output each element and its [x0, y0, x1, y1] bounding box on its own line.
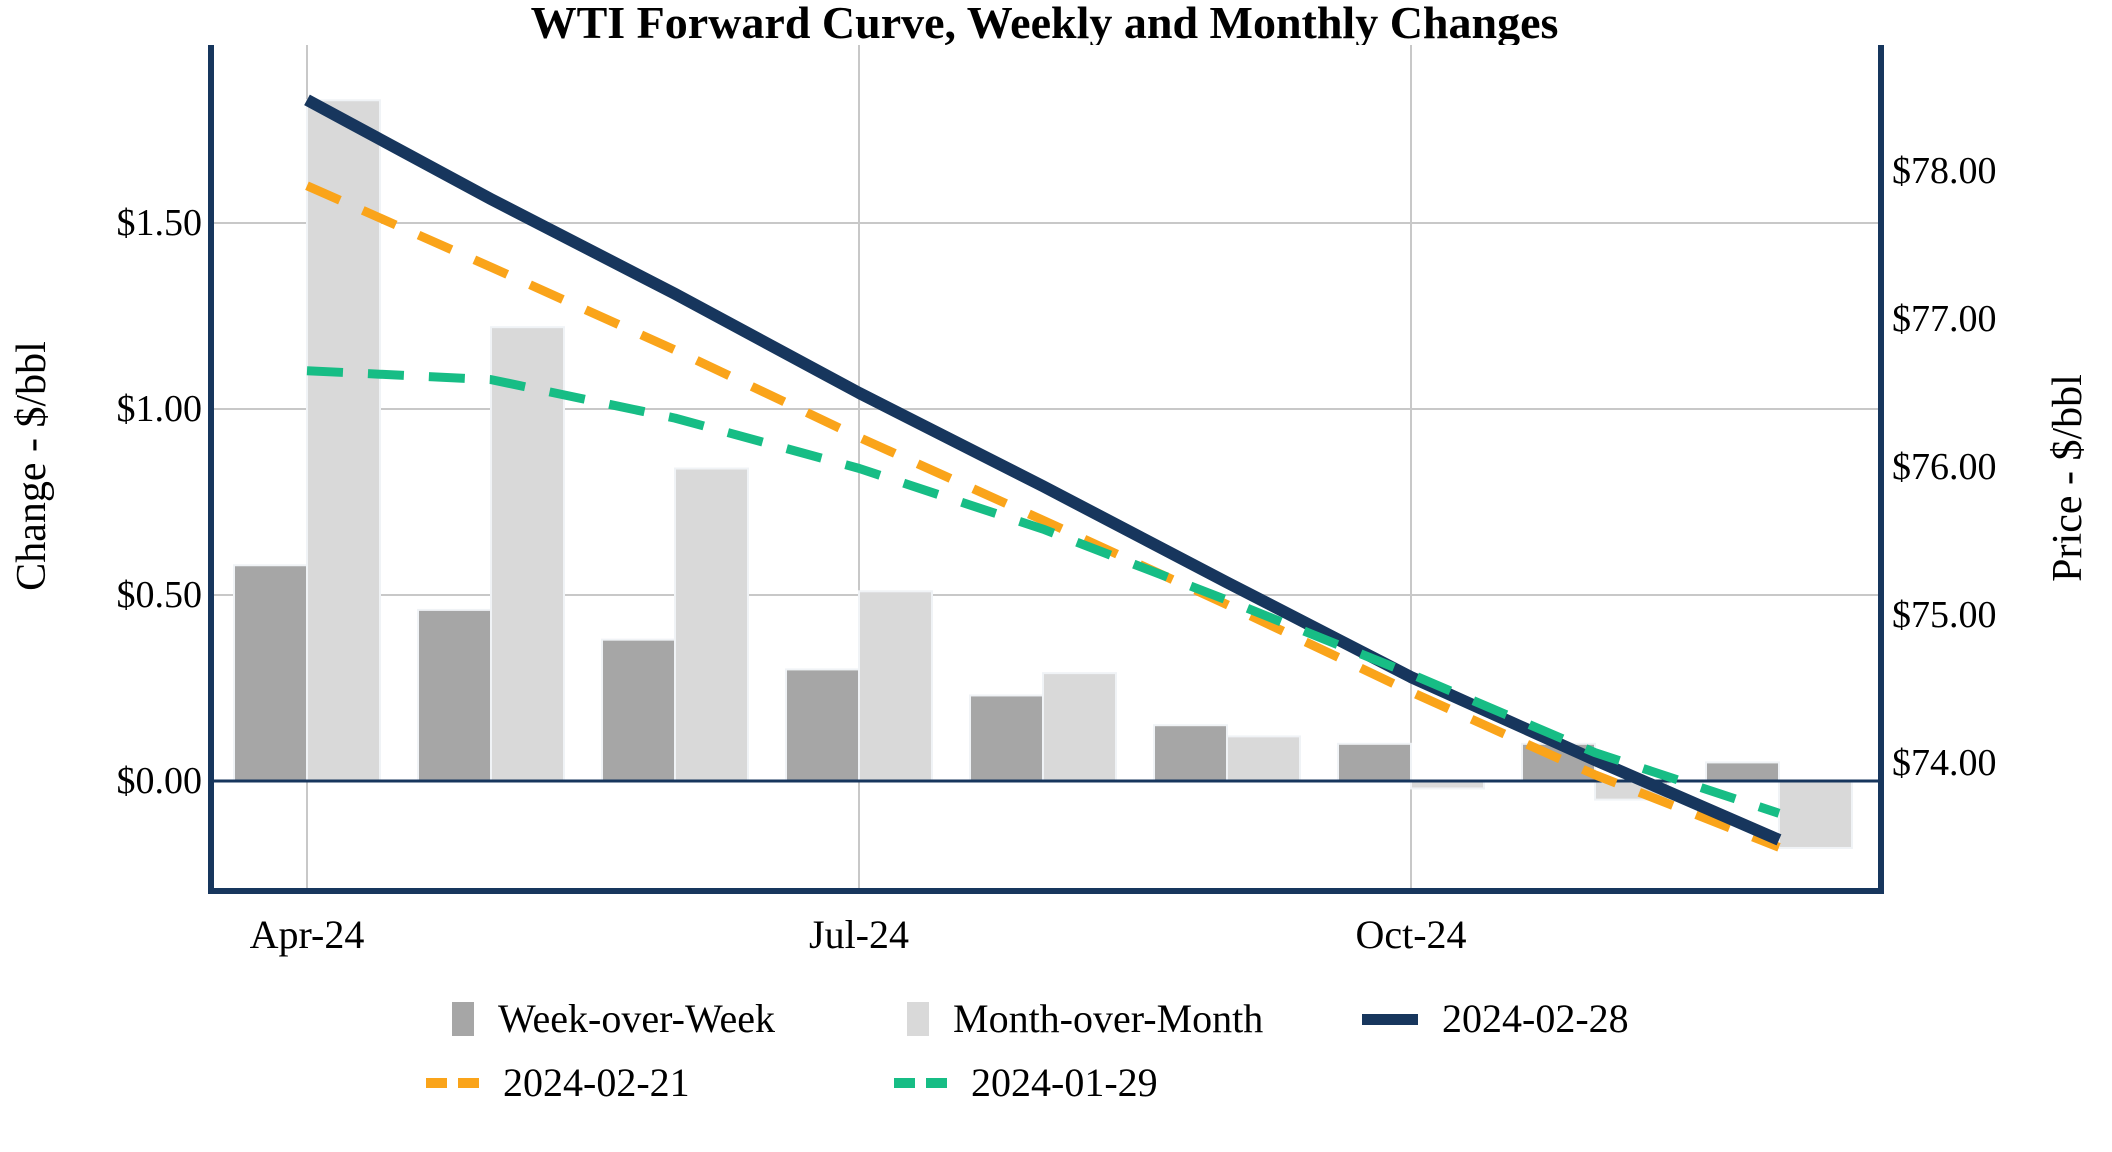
left-tick-$1.00: $1.00 [116, 388, 203, 430]
plot-area [208, 45, 1884, 894]
legend-item-month-over-month: Month-over-Month [907, 996, 1263, 1042]
right-axis-title: Price - $/bbl [2045, 374, 2091, 582]
bar-week-over-week-may-24 [417, 608, 492, 783]
right-tick-$77.00: $77.00 [1892, 297, 1997, 340]
left-tick-$0.50: $0.50 [116, 574, 203, 616]
bar-week-over-week-apr-24 [233, 564, 308, 783]
legend-item-week-over-week: Week-over-Week [452, 996, 775, 1042]
series-line-2024-01-29 [306, 366, 1781, 818]
left-tick-$0.00: $0.00 [116, 760, 203, 802]
legend-dash [894, 1078, 915, 1088]
right-tick-$75.00: $75.00 [1892, 593, 1997, 636]
bar-month-over-month-may-24 [490, 326, 565, 783]
bar-month-over-month-dec-24 [1778, 780, 1853, 849]
bar-month-over-month-jun-24 [674, 467, 749, 783]
x-tick-Oct-24: Oct-24 [1355, 912, 1467, 957]
legend-label: 2024-01-29 [971, 1060, 1158, 1105]
chart-title: WTI Forward Curve, Weekly and Monthly Ch… [530, 0, 1559, 48]
series-line-2024-02-21 [305, 181, 1781, 852]
legend-label: 2024-02-28 [1442, 996, 1629, 1041]
legend-dash [458, 1078, 479, 1088]
legend-dash [426, 1078, 447, 1088]
bar-week-over-week-aug-24 [969, 694, 1044, 783]
bar-week-over-week-oct-24 [1337, 742, 1412, 783]
bar-month-over-month-apr-24 [306, 99, 381, 783]
series-line-2024-02-28 [304, 94, 1782, 846]
right-tick-$74.00: $74.00 [1892, 741, 1997, 784]
legend-dash [926, 1078, 947, 1088]
bar-month-over-month-sep-24 [1226, 735, 1301, 783]
left-tick-$1.50: $1.50 [116, 202, 203, 244]
legend-swatch-dashes-icon [426, 1078, 479, 1088]
x-tick-Jul-24: Jul-24 [809, 912, 909, 957]
bar-week-over-week-dec-24 [1705, 761, 1780, 783]
bar-month-over-month-jul-24 [858, 590, 933, 783]
legend-item-2024-01-29: 2024-01-29 [894, 1060, 1158, 1106]
left-axis-title: Change - $/bbl [9, 341, 55, 591]
bar-week-over-week-jun-24 [601, 638, 676, 783]
bar-week-over-week-jul-24 [785, 668, 860, 783]
legend-item-2024-02-21: 2024-02-21 [426, 1060, 690, 1106]
bar-week-over-week-sep-24 [1153, 724, 1228, 783]
legend-label: 2024-02-21 [503, 1060, 690, 1105]
legend-swatch-bar-icon [907, 1002, 929, 1036]
legend-label: Week-over-Week [498, 996, 776, 1041]
legend-label: Month-over-Month [953, 996, 1264, 1041]
bar-month-over-month-aug-24 [1042, 672, 1117, 783]
x-tick-Apr-24: Apr-24 [249, 912, 365, 957]
right-tick-$76.00: $76.00 [1892, 445, 1997, 488]
right-tick-$78.00: $78.00 [1892, 149, 1997, 192]
chart-canvas [214, 45, 1878, 888]
legend-swatch-line-icon [1362, 1013, 1418, 1025]
legend-swatch-bar-icon [452, 1002, 474, 1036]
legend-swatch-dashes-icon [894, 1078, 947, 1088]
legend-item-2024-02-28: 2024-02-28 [1362, 996, 1629, 1042]
